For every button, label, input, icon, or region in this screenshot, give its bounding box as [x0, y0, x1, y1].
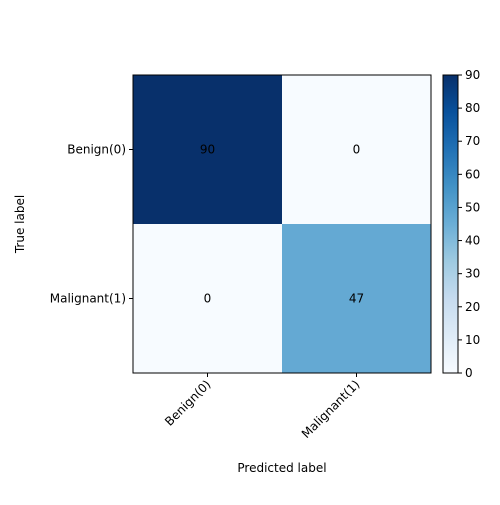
x-axis-label: Predicted label: [237, 461, 326, 475]
colorbar-tick-label: 0: [465, 366, 473, 380]
x-axis-ticks: Benign(0) Malignant(1): [162, 373, 362, 441]
cell-value-label: 90: [200, 143, 215, 157]
colorbar-tick-label: 10: [465, 333, 480, 347]
colorbar-ticks: 0 10 20 30 40 50 60 70 80 90: [458, 68, 480, 380]
y-axis-ticks: Benign(0) Malignant(1): [50, 143, 133, 306]
colorbar: [443, 75, 458, 373]
colorbar-tick-label: 50: [465, 200, 480, 214]
y-tick-label: Malignant(1): [50, 292, 126, 306]
colorbar-tick-label: 80: [465, 101, 480, 115]
colorbar-tick-label: 70: [465, 134, 480, 148]
colorbar-tick-label: 60: [465, 167, 480, 181]
colorbar-tick-label: 20: [465, 300, 480, 314]
cell-value-label: 0: [353, 143, 361, 157]
heatmap-cells: [133, 75, 431, 373]
colorbar-tick-label: 30: [465, 267, 480, 281]
y-tick-label: Benign(0): [67, 143, 126, 157]
colorbar-tick-label: 40: [465, 234, 480, 248]
y-axis-label: True label: [13, 195, 27, 254]
x-tick-label: Malignant(1): [299, 377, 363, 441]
colorbar-tick-label: 90: [465, 68, 480, 82]
cell-value-label: 47: [349, 292, 364, 306]
cell-value-label: 0: [204, 292, 212, 306]
x-tick-label: Benign(0): [162, 377, 213, 428]
